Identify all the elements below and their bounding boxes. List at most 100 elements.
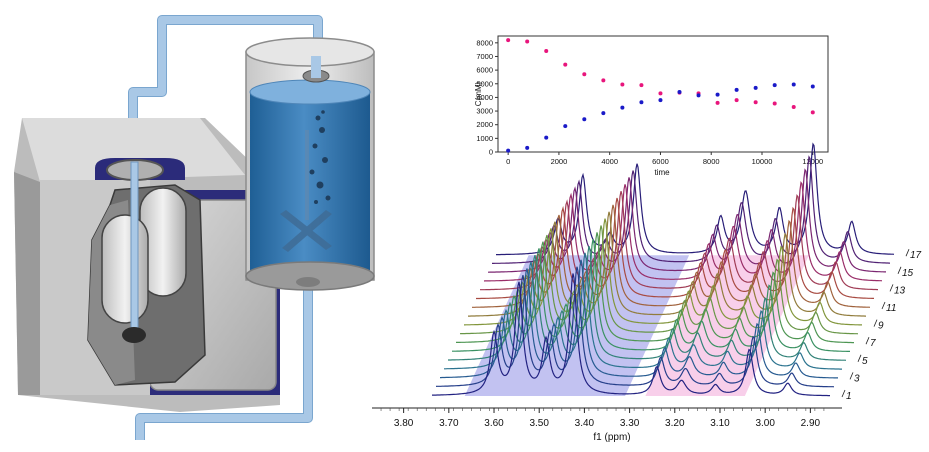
scatter-point-series-2	[563, 124, 568, 129]
scatter-point-series-1	[810, 110, 815, 115]
scatter-point-series-1	[753, 100, 758, 105]
scatter-points	[506, 38, 815, 153]
spectra-x-tick-label: 3.40	[575, 418, 595, 429]
spectrum-trace	[472, 204, 871, 308]
scatter-point-series-2	[753, 85, 758, 90]
pump-head	[87, 161, 206, 386]
scatter-x-ticks: 0 2000 4000 6000 8000 10000 12000	[506, 152, 823, 166]
reservoir-tank	[245, 37, 375, 291]
scatter-y-tick-label: 8000	[476, 38, 493, 47]
trace-label-tick	[897, 266, 902, 274]
scatter-point-series-1	[658, 91, 663, 96]
scatter-point-series-2	[715, 92, 720, 97]
trace-label-tick	[849, 372, 854, 380]
trace-label-tick	[857, 354, 862, 362]
trace-label-tick	[889, 284, 894, 292]
spectrum-traces	[432, 142, 895, 397]
scatter-y-tick-label: 3000	[476, 107, 493, 116]
bubbles	[309, 110, 331, 204]
flow-tubing	[128, 15, 323, 440]
scatter-point-series-2	[658, 98, 663, 103]
scatter-point-series-2	[506, 148, 511, 153]
spectrum-trace	[435, 266, 835, 388]
trace-label-tick	[881, 301, 886, 310]
spectrum-trace	[452, 239, 850, 352]
scatter-point-series-1	[601, 78, 606, 83]
spectrum-trace	[459, 225, 859, 335]
trace-number-label: 11	[886, 303, 896, 314]
scatter-point-series-2	[639, 100, 644, 105]
scatter-point-series-1	[639, 83, 644, 88]
trace-label-tick	[905, 249, 910, 257]
spectrum-trace	[456, 232, 854, 344]
spectra-x-ticks: 3.80 3.70 3.60 3.50 3.40 3.30 3.20 3.10 3.00 2.90	[380, 408, 825, 429]
spectrum-trace	[440, 259, 838, 379]
scatter-point-series-1	[506, 38, 511, 43]
scatter-y-tick-label: 7000	[476, 52, 493, 61]
scatter-x-tick-label: 8000	[703, 157, 720, 166]
scatter-point-series-2	[620, 105, 625, 110]
scatter-point-series-2	[582, 117, 587, 122]
spectrum-trace	[448, 245, 847, 361]
scatter-x-label: time	[654, 168, 670, 177]
scatter-x-tick-label: 12000	[802, 157, 823, 166]
scatter-y-tick-label: 6000	[476, 66, 493, 75]
spectrum-trace	[496, 142, 895, 256]
spectrum-trace	[464, 218, 862, 326]
scatter-x-tick-label: 2000	[551, 157, 568, 166]
scatter-y-tick-label: 0	[489, 148, 493, 157]
scatter-point-series-1	[734, 98, 739, 103]
trace-number-label: 17	[910, 250, 922, 261]
scatter-x-tick-label: 0	[506, 157, 510, 166]
scatter-point-series-1	[791, 104, 796, 109]
trace-number-label: 1	[846, 391, 852, 402]
flow-setup-illustration	[14, 15, 375, 440]
scatter-point-series-1	[772, 101, 777, 106]
scatter-point-series-1	[525, 39, 530, 44]
scatter-y-label: C(mM)	[474, 81, 483, 106]
spectra-x-tick-label: 3.00	[755, 418, 775, 429]
pump-roller-lower	[101, 214, 149, 324]
trace-number-label: 7	[870, 338, 876, 349]
spectrum-trace	[432, 273, 830, 397]
scatter-point-series-1	[620, 82, 625, 87]
scatter-point-series-2	[791, 82, 796, 87]
scatter-x-tick-label: 10000	[752, 157, 773, 166]
scatter-point-series-1	[582, 72, 587, 77]
spectrum-trace	[488, 168, 886, 273]
scatter-x-tick-label: 6000	[652, 157, 669, 166]
trace-number-label: 3	[854, 373, 860, 384]
spectra-x-tick-label: 3.60	[484, 418, 504, 429]
scatter-y-tick-label: 5000	[476, 79, 493, 88]
spectra-x-tick-label: 3.10	[710, 418, 730, 429]
scatter-point-series-2	[677, 89, 682, 94]
spectra-x-label: f1 (ppm)	[593, 432, 630, 443]
spectra-x-tick-label: 2.90	[801, 418, 821, 429]
trace-label-tick	[865, 337, 870, 345]
spectrum-trace	[468, 211, 866, 317]
scatter-point-series-2	[734, 87, 739, 92]
scatter-point-series-1	[563, 62, 568, 67]
scatter-point-series-1	[544, 49, 549, 54]
scatter-frame	[497, 35, 829, 153]
spectra-x-tick-label: 3.70	[439, 418, 459, 429]
spectrum-trace	[483, 181, 883, 282]
spectra-x-tick-label: 3.50	[529, 418, 549, 429]
trace-number-label: 9	[878, 321, 884, 332]
spectra-x-tick-label: 3.30	[620, 418, 640, 429]
scatter-y-ticks: 0 1000 2000 3000 4000 5000 6000 7000 8000	[476, 38, 498, 157]
spectra-x-tick-label: 3.80	[394, 418, 414, 429]
scatter-point-series-2	[525, 145, 530, 150]
spectra-x-tick-label: 3.20	[665, 418, 685, 429]
concentration-scatter-plot: C(mM) time 0 2000 4000 6000 8000 10000 12000 0…	[474, 35, 829, 177]
scatter-point-series-2	[772, 83, 777, 88]
trace-label-tick	[841, 389, 846, 398]
stir-bar	[280, 130, 332, 252]
scatter-y-tick-label: 1000	[476, 134, 493, 143]
scatter-point-series-2	[544, 135, 549, 140]
scatter-point-series-2	[601, 111, 606, 116]
scatter-point-series-1	[715, 100, 720, 105]
